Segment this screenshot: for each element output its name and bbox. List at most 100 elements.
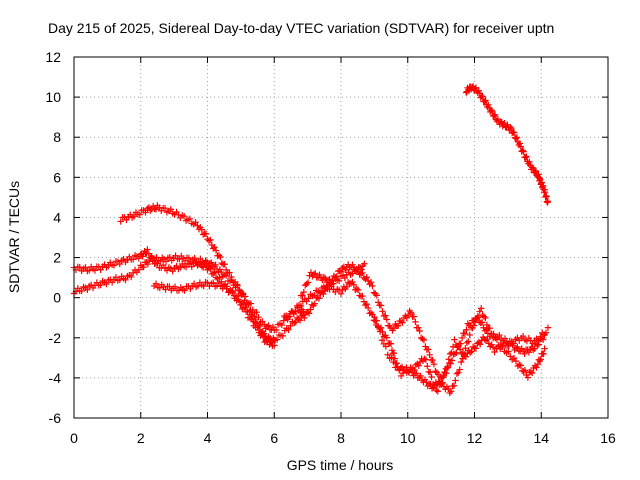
data-point <box>233 281 241 288</box>
data-point <box>353 265 360 273</box>
data-point <box>374 324 382 331</box>
data-point <box>487 330 495 338</box>
data-point <box>413 370 420 377</box>
data-point <box>377 302 385 309</box>
data-point <box>374 299 382 306</box>
data-point <box>415 362 422 369</box>
data-point <box>513 134 521 141</box>
data-point <box>221 261 228 268</box>
data-point <box>242 304 249 311</box>
data-point <box>103 280 110 288</box>
data-point <box>300 288 308 296</box>
data-point <box>425 346 432 353</box>
data-point <box>202 230 210 238</box>
data-point <box>468 348 475 355</box>
data-point <box>239 290 246 297</box>
data-point <box>269 323 277 331</box>
data-point <box>526 158 533 166</box>
data-point <box>316 271 323 279</box>
data-point <box>305 295 312 302</box>
data-point <box>259 328 267 335</box>
data-point <box>519 332 527 340</box>
data-point <box>185 254 193 262</box>
data-point <box>407 309 415 316</box>
data-point <box>152 206 160 213</box>
data-point <box>422 343 429 350</box>
data-point <box>487 106 495 114</box>
data-point <box>383 316 390 323</box>
data-point <box>181 287 188 294</box>
y-tick-label: -2 <box>49 330 62 346</box>
data-point <box>339 286 346 294</box>
data-point <box>395 322 402 329</box>
data-point <box>416 327 423 335</box>
data-point <box>426 351 433 359</box>
data-point <box>521 367 529 374</box>
x-tick-label: 8 <box>337 430 345 446</box>
x-tick-label: 14 <box>533 430 549 446</box>
data-point <box>327 280 335 287</box>
data-point <box>157 257 164 265</box>
data-point <box>198 226 205 233</box>
data-point <box>541 345 548 352</box>
data-point <box>516 140 523 147</box>
data-point <box>483 321 491 329</box>
data-point <box>140 263 147 271</box>
data-point <box>245 301 252 308</box>
data-point <box>380 333 388 340</box>
data-point <box>333 273 340 280</box>
data-point <box>512 135 520 142</box>
data-point <box>426 369 434 376</box>
data-point <box>329 277 336 284</box>
series-track-b <box>70 252 368 334</box>
data-point <box>349 261 356 268</box>
data-point <box>359 292 366 300</box>
data-point <box>462 353 470 360</box>
data-point <box>294 304 301 311</box>
data-point <box>477 341 484 348</box>
data-point <box>324 276 332 284</box>
data-point <box>433 386 440 394</box>
data-point <box>531 168 539 176</box>
data-point <box>110 262 118 269</box>
y-tick-label: 12 <box>45 49 61 65</box>
data-point <box>300 308 307 315</box>
data-point <box>529 346 537 354</box>
data-point <box>423 379 430 386</box>
data-point <box>520 368 527 375</box>
data-point <box>271 336 278 344</box>
data-point <box>210 270 217 277</box>
data-point <box>512 357 520 365</box>
data-point <box>527 368 534 376</box>
data-point <box>428 373 435 381</box>
data-point <box>473 314 481 322</box>
data-point <box>482 337 490 344</box>
data-point <box>320 290 327 298</box>
data-point <box>475 314 482 321</box>
data-point <box>204 279 211 287</box>
data-point <box>504 342 512 349</box>
data-point <box>417 372 424 380</box>
data-point <box>484 335 491 343</box>
tick-labels: 0 2 4 6 8 10 12 14 16 -6 -4 -2 0 2 4 6 8 10 12 <box>45 49 616 446</box>
data-point <box>78 287 85 295</box>
data-point <box>91 267 99 274</box>
data-point <box>447 360 454 367</box>
data-point <box>211 269 218 276</box>
data-point <box>510 129 518 136</box>
data-point <box>186 215 194 223</box>
data-point <box>434 388 441 395</box>
data-point <box>307 306 314 313</box>
data-point <box>390 358 397 366</box>
data-point <box>542 329 550 336</box>
data-point <box>310 271 318 278</box>
data-point <box>177 264 184 271</box>
data-point <box>204 235 211 243</box>
y-tick-label: 6 <box>53 169 61 185</box>
data-point <box>267 337 274 344</box>
data-point <box>422 356 430 363</box>
data-point <box>194 262 201 269</box>
data-point <box>369 282 376 290</box>
data-point <box>395 366 403 373</box>
x-tick-label: 2 <box>137 430 145 446</box>
